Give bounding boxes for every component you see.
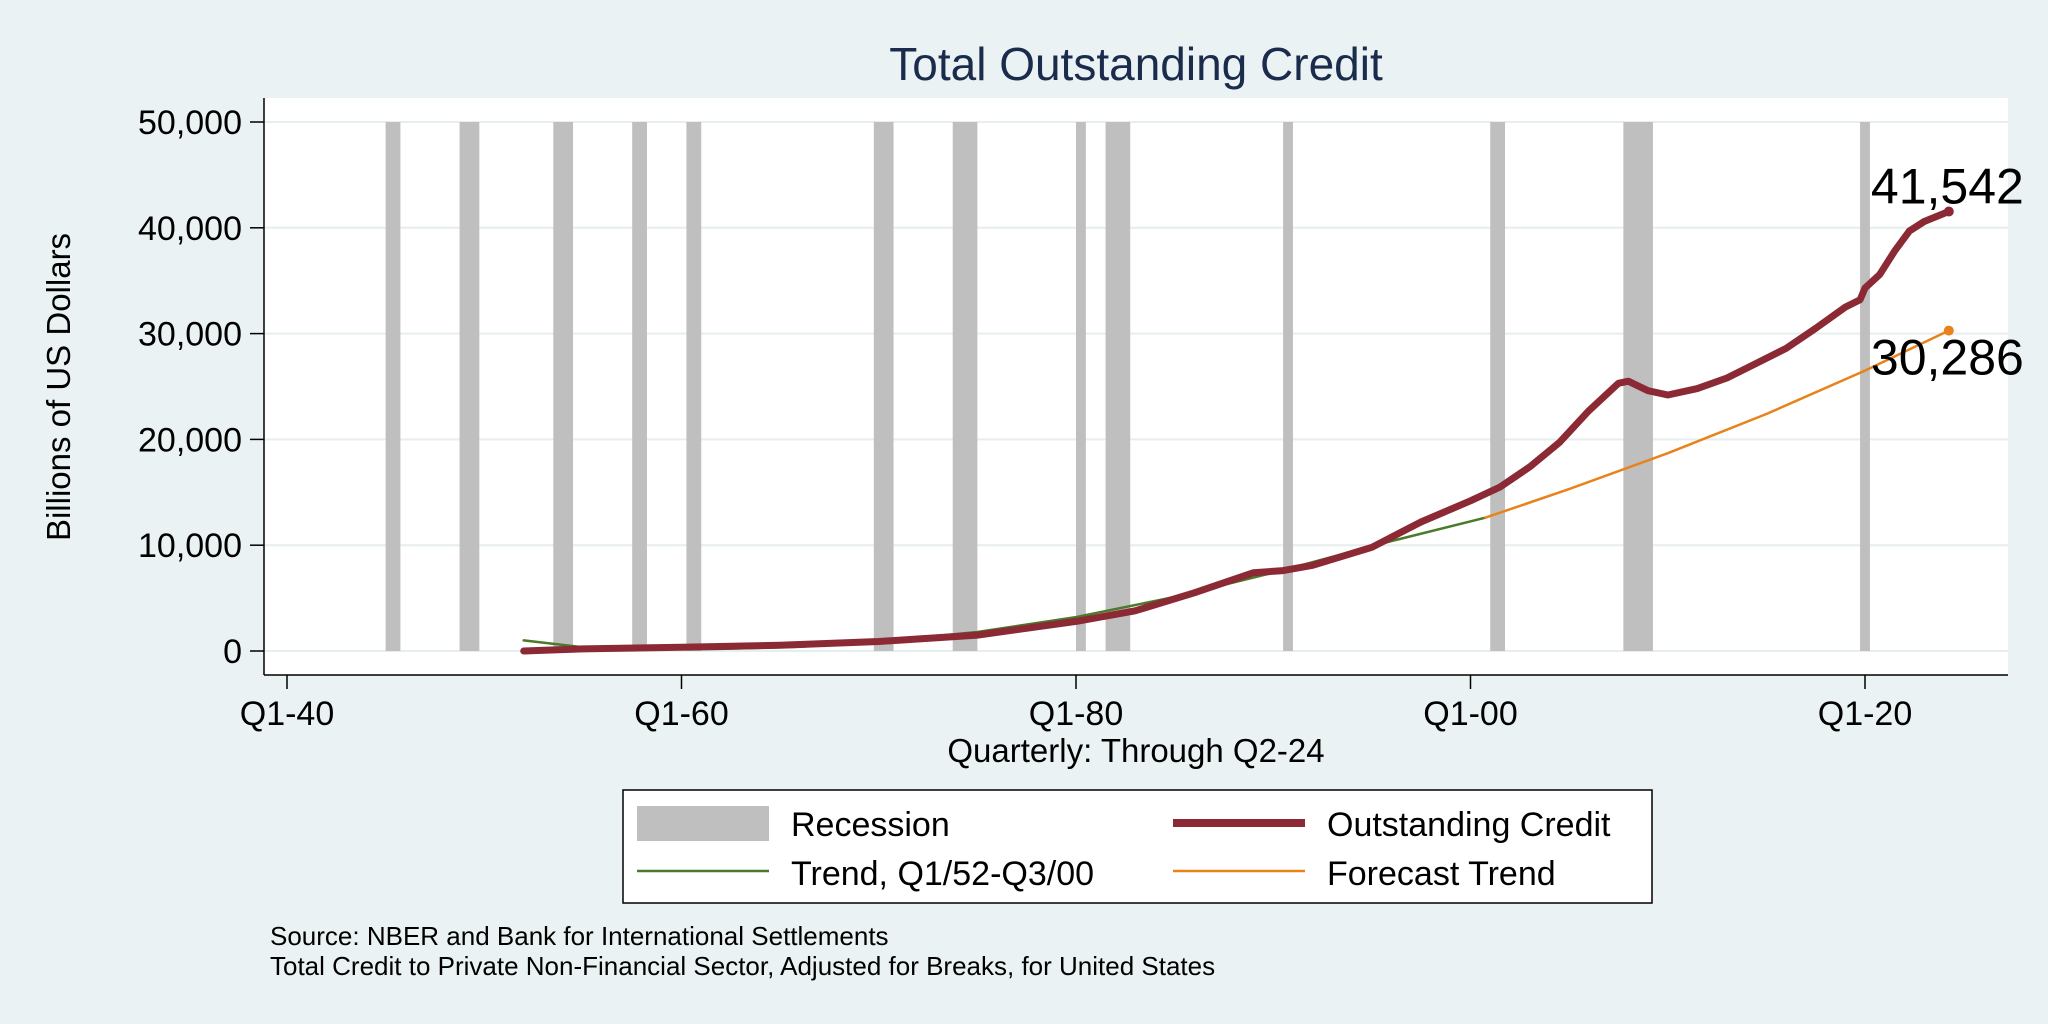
- x-tick-label: Q1-80: [1029, 695, 1124, 733]
- recession-band: [1283, 122, 1293, 651]
- recession-band: [1860, 122, 1870, 651]
- y-tick-label: 10,000: [138, 527, 242, 565]
- chart-title: Total Outstanding Credit: [889, 38, 1383, 90]
- recession-band: [553, 122, 574, 651]
- recession-band: [632, 122, 647, 651]
- end-marker: [1943, 206, 1954, 217]
- legend-swatch-recession: [637, 806, 769, 841]
- recession-band: [1076, 122, 1086, 651]
- series-line-outstanding-credit: [520, 208, 1953, 655]
- recession-band: [459, 122, 480, 651]
- end-marker: [1943, 325, 1954, 336]
- x-axis-title: Quarterly: Through Q2-24: [947, 732, 1324, 769]
- x-tick-label: Q1-00: [1423, 695, 1518, 733]
- recession-bands: [385, 122, 1870, 651]
- description-note: Total Credit to Private Non-Financial Se…: [270, 951, 1215, 981]
- axis-ticks: 0 10,000 20,000 30,000 40,000 50,000 Q1-40 Q1-6…: [138, 104, 1912, 733]
- recession-band: [1490, 122, 1506, 651]
- recession-band: [873, 122, 894, 651]
- series-line-forecast-trend: [1484, 329, 1951, 519]
- legend-box: [622, 789, 1653, 904]
- source-note: Source: NBER and Bank for International …: [270, 921, 889, 951]
- y-axis-title: Billions of US Dollars: [40, 233, 77, 541]
- y-tick-label: 50,000: [138, 104, 242, 142]
- legend-label-forecast-trend: Forecast Trend: [1327, 855, 1556, 893]
- recession-band: [952, 122, 978, 651]
- y-tick-label: 30,000: [138, 316, 242, 354]
- x-tick-label: Q1-20: [1818, 695, 1913, 733]
- recession-band: [686, 122, 702, 651]
- plot-area: [264, 98, 2008, 675]
- legend-label-trend: Trend, Q1/52-Q3/00: [791, 855, 1094, 893]
- series-lines: 41,542 30,286: [520, 158, 2024, 655]
- recession-band: [1105, 122, 1131, 651]
- y-tick-label: 0: [223, 633, 242, 671]
- y-tick-label: 40,000: [138, 210, 242, 248]
- legend-label-outstanding-credit: Outstanding Credit: [1327, 806, 1611, 844]
- legend-label-recession: Recession: [791, 806, 950, 844]
- x-tick-label: Q1-60: [634, 695, 729, 733]
- x-tick-label: Q1-40: [240, 695, 335, 733]
- legend: Recession Outstanding Credit Trend, Q1/5…: [622, 789, 1653, 904]
- end-value-label: 41,542: [1871, 158, 2024, 214]
- y-tick-label: 20,000: [138, 421, 242, 459]
- recession-band: [385, 122, 401, 651]
- end-value-label: 30,286: [1871, 330, 2024, 386]
